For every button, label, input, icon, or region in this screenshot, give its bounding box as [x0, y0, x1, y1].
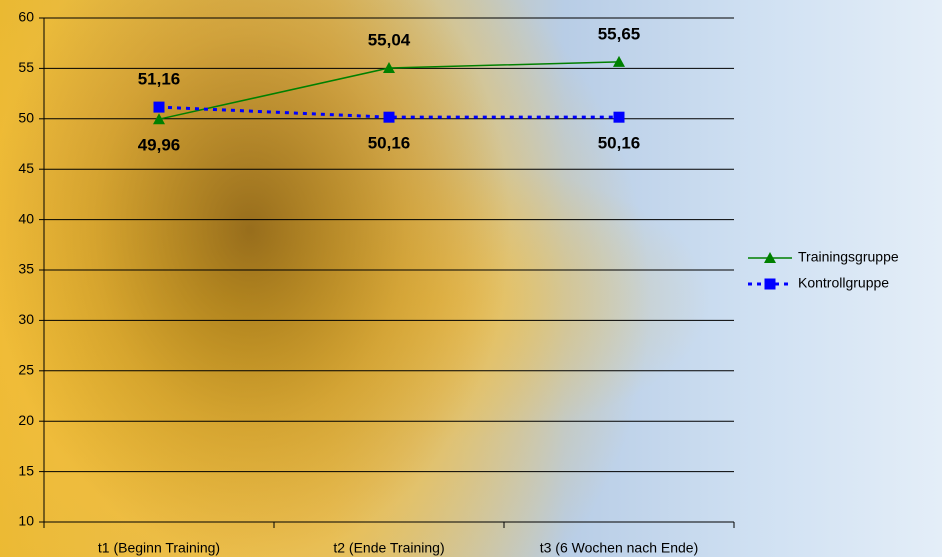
legend-label: Trainingsgruppe — [798, 249, 899, 265]
legend-marker — [764, 278, 776, 290]
y-tick-label: 35 — [18, 261, 34, 277]
value-label: 50,16 — [598, 134, 641, 153]
value-label: 49,96 — [138, 136, 181, 155]
x-tick-label: t2 (Ende Training) — [333, 540, 444, 556]
data-point — [383, 61, 395, 73]
data-point — [383, 111, 395, 123]
x-tick-label: t3 (6 Wochen nach Ende) — [540, 540, 699, 556]
y-tick-label: 60 — [18, 9, 34, 25]
value-label: 55,65 — [598, 24, 641, 43]
data-point — [153, 101, 165, 113]
y-tick-label: 25 — [18, 362, 34, 378]
y-tick-label: 15 — [18, 462, 34, 478]
y-tick-label: 45 — [18, 160, 34, 176]
y-tick-label: 30 — [18, 311, 34, 327]
x-tick-label: t1 (Beginn Training) — [98, 540, 220, 556]
y-tick-label: 20 — [18, 412, 34, 428]
y-tick-label: 10 — [18, 513, 34, 529]
legend-label: Kontrollgruppe — [798, 275, 889, 291]
value-label: 50,16 — [368, 134, 411, 153]
value-label: 55,04 — [368, 30, 411, 49]
data-point — [613, 55, 625, 67]
value-label: 51,16 — [138, 70, 181, 89]
y-tick-label: 40 — [18, 210, 34, 226]
data-point — [613, 111, 625, 123]
legend-marker — [764, 252, 776, 263]
y-tick-label: 50 — [18, 110, 34, 126]
data-point — [153, 113, 165, 125]
y-tick-label: 55 — [18, 59, 34, 75]
